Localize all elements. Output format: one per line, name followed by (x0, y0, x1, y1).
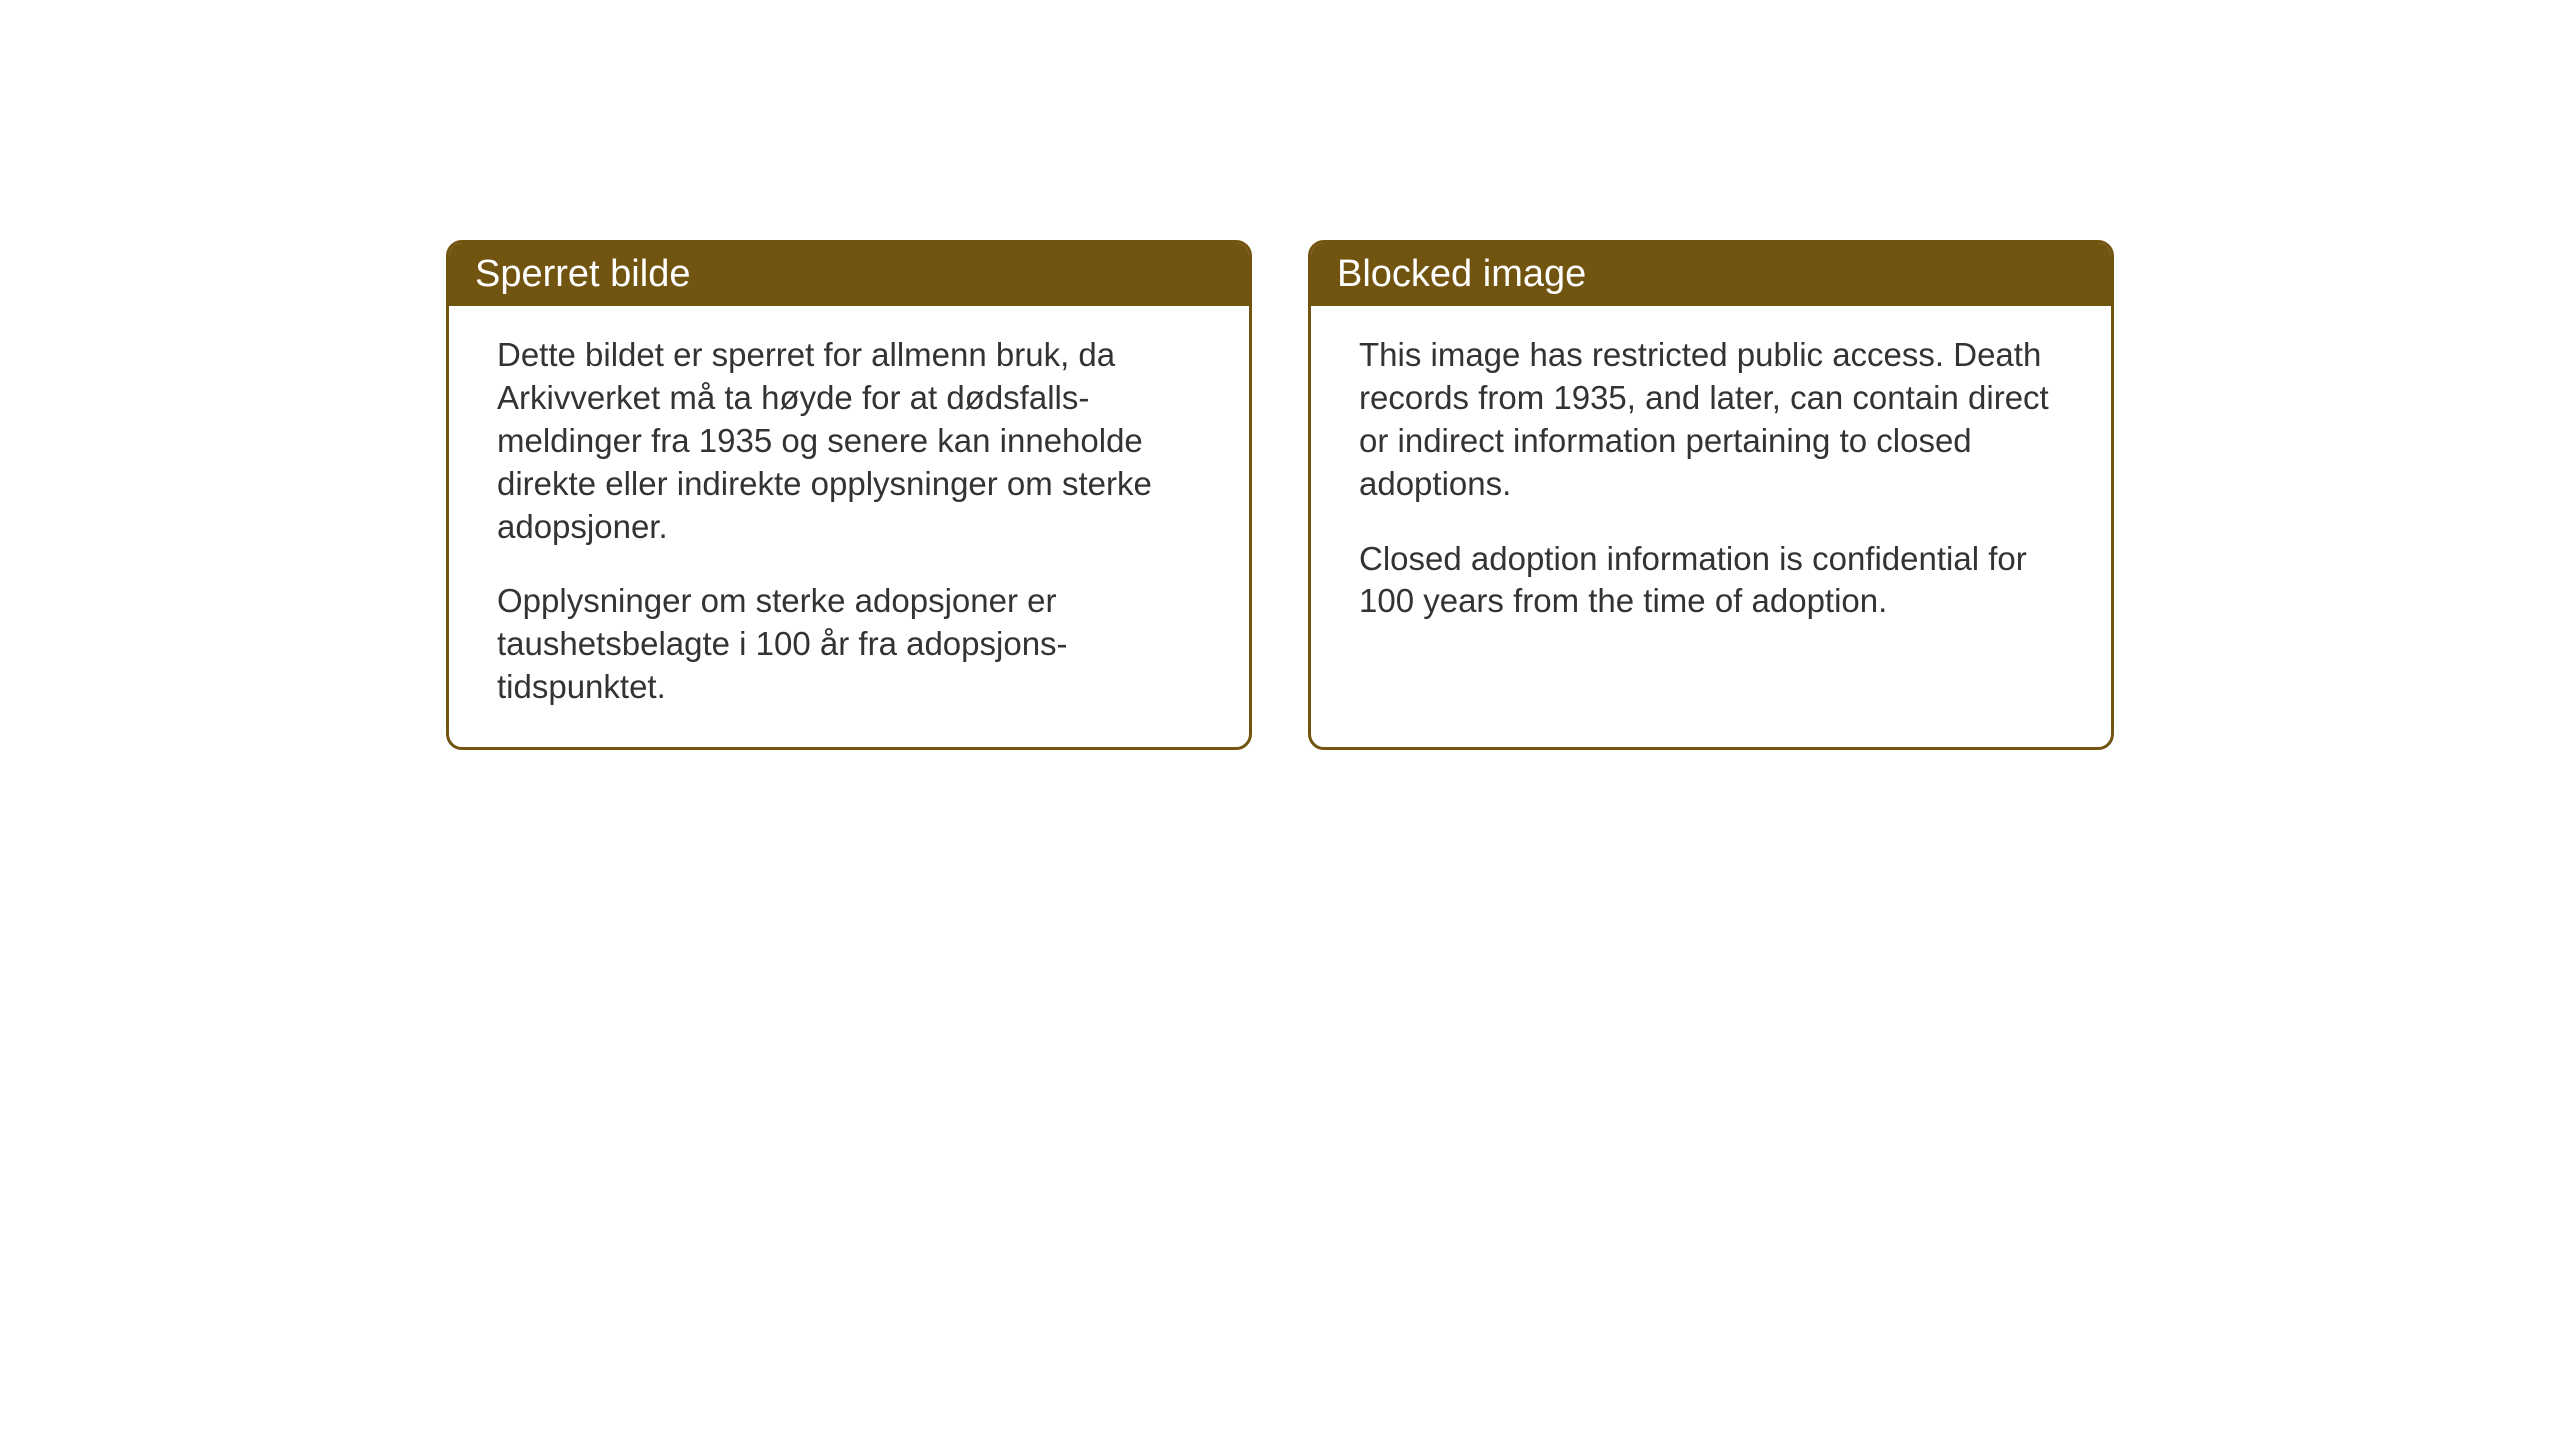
notice-body-norwegian: Dette bildet er sperret for allmenn bruk… (449, 306, 1249, 747)
notice-paragraph: Dette bildet er sperret for allmenn bruk… (497, 334, 1201, 548)
notice-header-english: Blocked image (1311, 243, 2111, 306)
notice-paragraph: Opplysninger om sterke adopsjoner er tau… (497, 580, 1201, 709)
notice-header-norwegian: Sperret bilde (449, 243, 1249, 306)
notice-paragraph: This image has restricted public access.… (1359, 334, 2063, 506)
notice-container: Sperret bilde Dette bildet er sperret fo… (446, 240, 2114, 750)
notice-card-english: Blocked image This image has restricted … (1308, 240, 2114, 750)
notice-paragraph: Closed adoption information is confident… (1359, 538, 2063, 624)
notice-title-norwegian: Sperret bilde (475, 253, 690, 295)
notice-card-norwegian: Sperret bilde Dette bildet er sperret fo… (446, 240, 1252, 750)
notice-title-english: Blocked image (1337, 253, 1586, 295)
notice-body-english: This image has restricted public access.… (1311, 306, 2111, 736)
